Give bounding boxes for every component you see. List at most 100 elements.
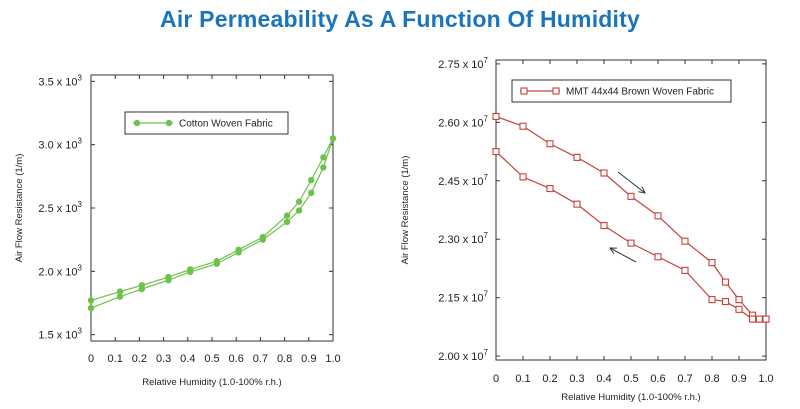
y-tick-label: 2.5 x 103 — [38, 200, 82, 215]
series-1 — [492, 112, 770, 323]
x-tick-label: 0.4 — [596, 373, 611, 385]
x-tick-label: 1.0 — [325, 353, 340, 365]
series-line — [495, 115, 766, 320]
direction-arrows — [609, 171, 646, 263]
legend: Cotton Woven Fabric — [124, 111, 289, 135]
y-tick-label: 3.0 x 103 — [38, 137, 82, 152]
x-tick-label: 0.3 — [569, 373, 584, 385]
x-tick-label: 0.3 — [156, 353, 171, 365]
legend-marker — [133, 119, 141, 127]
data-point — [492, 112, 500, 121]
data-point — [600, 222, 608, 230]
data-point — [721, 278, 730, 286]
data-point — [165, 277, 172, 284]
x-tick-label: 0.1 — [515, 373, 530, 385]
x-tick-label: 0.6 — [650, 373, 665, 385]
data-point — [295, 198, 303, 205]
y-tick-label: 3.5 x 103 — [38, 73, 82, 88]
x-axis-label: Relative Humidity (1.0-100% r.h.) — [561, 392, 700, 403]
series-line — [90, 138, 334, 302]
data-point — [283, 218, 291, 226]
y-tick-label: 2.60 x 107 — [438, 114, 488, 129]
data-point — [573, 153, 581, 161]
data-point — [116, 293, 124, 300]
legend: MMT 44x44 Brown Woven Fabric — [511, 79, 732, 103]
x-tick-label: 1.0 — [758, 373, 773, 385]
legend-box — [124, 111, 289, 135]
legend-marker — [520, 87, 528, 95]
series-2 — [87, 135, 337, 312]
data-point — [721, 298, 730, 306]
data-point — [320, 154, 327, 161]
data-point — [681, 237, 689, 245]
data-point — [654, 212, 662, 220]
x-tick-label: 0.9 — [731, 373, 746, 385]
data-point — [546, 185, 554, 193]
data-point — [748, 315, 757, 323]
arrow-increasing — [617, 171, 646, 194]
data-point — [519, 173, 527, 181]
x-tick-label: 0.5 — [623, 373, 638, 385]
y-tick-label: 2.30 x 107 — [438, 231, 488, 246]
arrow-decreasing-head — [609, 247, 618, 255]
data-point — [735, 296, 743, 304]
data-point — [235, 249, 242, 256]
data-point — [762, 315, 770, 323]
data-point — [546, 140, 554, 148]
data-point — [735, 305, 743, 313]
y-axis-label: Air Flow Resistance (1/m) — [400, 156, 411, 265]
chart-right: 0 0.1 0.2 0.3 0.4 0.5 0.6 0.7 0.8 0.9 1.0 2.00 x 10… — [400, 56, 774, 403]
data-point — [213, 260, 221, 267]
data-point — [308, 176, 315, 184]
x-tick-label: 0 — [88, 353, 94, 365]
x-tick-label: 0.8 — [704, 373, 719, 385]
y-axis-label: Air Flow Resistance (1/m) — [14, 154, 25, 263]
data-point — [295, 207, 303, 214]
x-tick-label: 0.6 — [229, 353, 244, 365]
data-point — [87, 297, 95, 304]
data-point — [654, 253, 662, 261]
x-axis-label: Relative Humidity (1.0-100% r.h.) — [142, 377, 281, 388]
data-point — [573, 200, 581, 208]
data-point — [187, 268, 194, 276]
data-point — [708, 259, 716, 267]
data-point — [87, 304, 95, 312]
y-tick-label: 2.15 x 107 — [438, 290, 488, 305]
data-point — [283, 212, 291, 219]
data-point — [600, 169, 608, 177]
legend-entry: Cotton Woven Fabric — [179, 119, 273, 130]
x-tick-label: 0 — [493, 373, 499, 385]
series-2 — [492, 148, 770, 323]
arrow-increasing-head — [638, 186, 646, 194]
data-point — [681, 266, 689, 274]
x-tick-label: 0.8 — [277, 353, 292, 365]
data-point — [627, 192, 635, 200]
x-tick-label: 0.4 — [180, 353, 195, 365]
x-tick-label: 0.9 — [301, 353, 316, 365]
data-point — [627, 239, 635, 247]
data-point — [138, 285, 146, 293]
y-tick-label: 2.75 x 107 — [438, 56, 488, 71]
data-point — [708, 296, 716, 304]
data-point — [259, 236, 267, 243]
legend-entry: MMT 44x44 Brown Woven Fabric — [566, 87, 714, 98]
legend-marker — [552, 87, 560, 95]
y-tick-label: 2.0 x 103 — [38, 263, 82, 278]
y-tick-label: 2.00 x 107 — [438, 348, 488, 363]
x-tick-label: 0.1 — [108, 353, 123, 365]
series-line — [90, 138, 334, 309]
page-title: Air Permeability As A Function Of Humidi… — [160, 6, 640, 32]
x-tick-label: 0.2 — [542, 373, 557, 385]
data-point — [755, 315, 763, 323]
series-line — [495, 151, 766, 320]
x-tick-label: 0.2 — [132, 353, 147, 365]
data-point — [329, 135, 337, 142]
y-tick-label: 1.5 x 103 — [38, 327, 82, 342]
arrow-decreasing — [609, 247, 637, 263]
x-tick-label: 0.5 — [204, 353, 219, 365]
data-point — [308, 189, 315, 196]
plot-frame — [495, 59, 767, 361]
y-tick-label: 2.45 x 107 — [438, 173, 488, 188]
data-point — [492, 148, 500, 156]
